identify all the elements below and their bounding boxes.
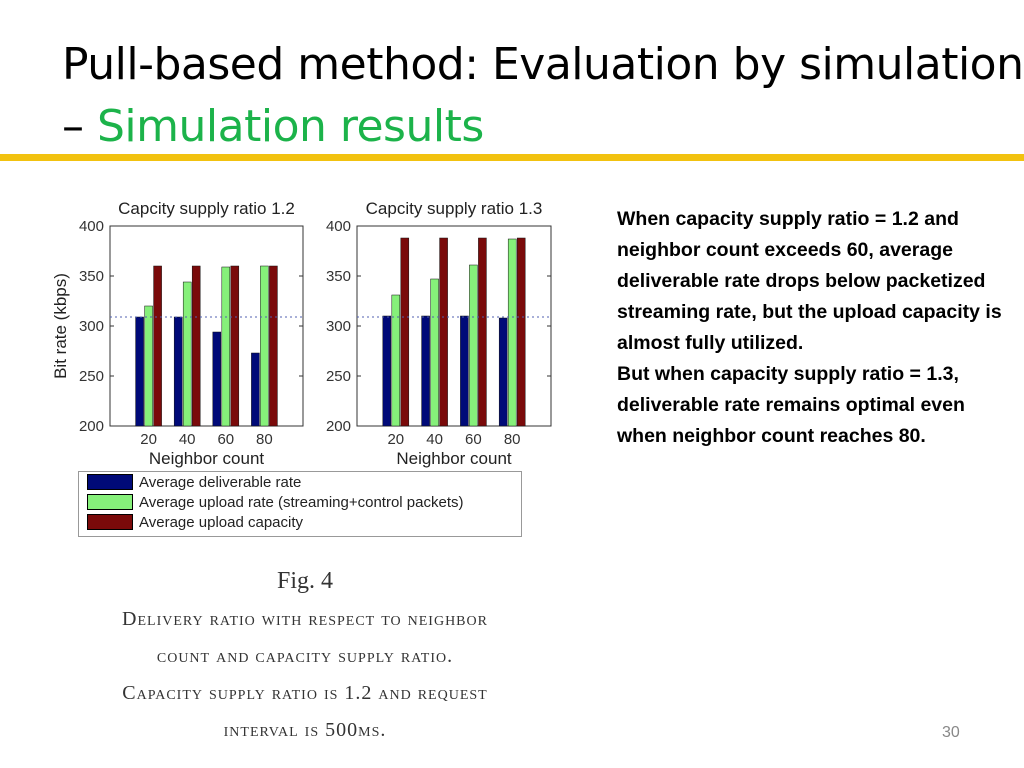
legend-label: Average upload rate (streaming+control p… (139, 493, 464, 511)
bar (221, 266, 231, 427)
chart-legend: Average deliverable rate Average upload … (78, 471, 522, 537)
bar (421, 315, 430, 427)
bar (173, 316, 183, 427)
y-tick-label: 300 (79, 318, 104, 335)
explanation-paragraph: But when capacity supply ratio = 1.3, de… (617, 363, 965, 447)
x-tick-label: 60 (465, 431, 482, 448)
x-tick-label: 40 (179, 431, 196, 448)
bar (153, 265, 162, 427)
y-axis-label: Bit rate (kbps) (51, 273, 70, 379)
bar (144, 305, 153, 427)
bar (382, 315, 392, 427)
bar (400, 237, 410, 427)
y-tick-label: 250 (326, 368, 351, 385)
bar (391, 294, 401, 427)
legend-swatch (87, 474, 133, 490)
legend-item: Average upload capacity (87, 512, 521, 532)
bar (182, 281, 192, 427)
legend-item: Average upload rate (streaming+control p… (87, 492, 521, 512)
x-axis-label: Neighbor count (149, 449, 265, 468)
bar (439, 237, 448, 427)
legend-label: Average deliverable rate (139, 473, 302, 491)
x-tick-label: 20 (387, 431, 404, 448)
bar (516, 237, 526, 427)
caption-line: Delivery ratio with respect to neighbor (122, 608, 488, 630)
y-tick-label: 200 (79, 418, 104, 435)
chart-title: Capcity supply ratio 1.2 (118, 199, 295, 218)
x-axis-label: Neighbor count (396, 449, 512, 468)
page-number: 30 (942, 724, 960, 741)
caption-line: count and capacity supply ratio. (156, 645, 454, 667)
title-main: Pull-based method: Evaluation by simulat… (62, 39, 1024, 152)
title-accent: Simulation results (97, 101, 484, 152)
title-divider (0, 154, 1024, 161)
bar (478, 237, 487, 427)
bar (260, 265, 269, 427)
bar (498, 317, 508, 427)
slide-title: Pull-based method: Evaluation by simulat… (62, 34, 1024, 158)
explanation-paragraph: When capacity supply ratio = 1.2 and nei… (617, 208, 1002, 354)
x-tick-label: 40 (426, 431, 443, 448)
bar (135, 316, 144, 427)
legend-label: Average upload capacity (139, 513, 304, 531)
chart-title: Capcity supply ratio 1.3 (366, 199, 543, 218)
bar (251, 352, 260, 427)
figure-caption: Fig. 4 Delivery ratio with respect to ne… (40, 568, 570, 749)
bar (212, 331, 222, 427)
y-tick-label: 250 (79, 368, 104, 385)
y-tick-label: 350 (79, 268, 104, 285)
caption-line: interval is 500ms. (223, 719, 387, 741)
x-tick-label: 80 (256, 431, 273, 448)
legend-swatch (87, 494, 133, 510)
bar (230, 265, 240, 427)
bar (269, 265, 278, 427)
figure-number: Fig. 4 (276, 568, 333, 594)
y-tick-label: 400 (326, 218, 351, 235)
y-tick-label: 200 (326, 418, 351, 435)
bar (430, 278, 439, 427)
bar (469, 264, 478, 427)
x-tick-label: 60 (217, 431, 234, 448)
explanation-text: When capacity supply ratio = 1.2 and nei… (617, 204, 1017, 452)
legend-item: Average deliverable rate (87, 472, 521, 492)
bar (191, 265, 201, 427)
x-tick-label: 80 (504, 431, 521, 448)
bar (507, 238, 517, 427)
y-tick-label: 300 (326, 318, 351, 335)
bar (460, 315, 469, 427)
y-tick-label: 400 (79, 218, 104, 235)
legend-swatch (87, 514, 133, 530)
caption-line: Capacity supply ratio is 1.2 and request (122, 682, 488, 704)
x-tick-label: 20 (140, 431, 157, 448)
y-tick-label: 350 (326, 268, 351, 285)
